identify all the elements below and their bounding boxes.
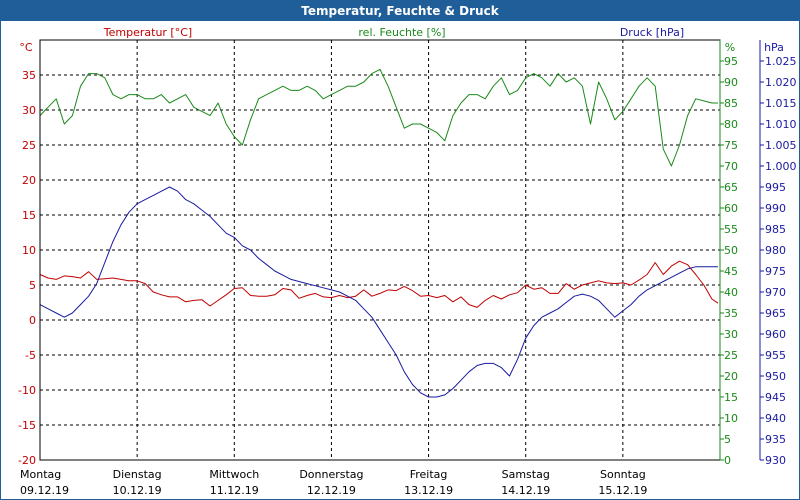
temperature-unit-label: °C xyxy=(19,41,33,54)
pressure-tick-label: 985 xyxy=(765,223,786,236)
pressure-tick-label: 980 xyxy=(765,244,786,257)
temperature-tick-label: -15 xyxy=(18,419,36,432)
x-tick-label-date: 09.12.19 xyxy=(20,484,69,497)
pressure-tick-label: 970 xyxy=(765,286,786,299)
x-tick-label-day: Mittwoch xyxy=(209,468,259,481)
humidity-tick-label: 5 xyxy=(724,433,731,446)
pressure-tick-label: 965 xyxy=(765,307,786,320)
humidity-tick-label: 80 xyxy=(724,118,738,131)
pressure-tick-label: 950 xyxy=(765,370,786,383)
temperature-tick-label: -5 xyxy=(25,349,36,362)
x-tick-label-date: 15.12.19 xyxy=(598,484,647,497)
pressure-tick-label: 945 xyxy=(765,391,786,404)
humidity-axis-title: rel. Feuchte [%] xyxy=(358,26,445,39)
temperature-axis-title: Temperatur [°C] xyxy=(103,26,192,39)
humidity-unit-label: % xyxy=(725,41,735,54)
x-tick-label-day: Donnerstag xyxy=(299,468,363,481)
humidity-tick-label: 30 xyxy=(724,328,738,341)
humidity-tick-label: 20 xyxy=(724,370,738,383)
temperature-tick-label: 35 xyxy=(22,69,36,82)
temperature-tick-label: 30 xyxy=(22,104,36,117)
pressure-line xyxy=(39,186,718,398)
x-tick-label-day: Samstag xyxy=(502,468,550,481)
x-tick-label-day: Sonntag xyxy=(600,468,646,481)
humidity-tick-label: 35 xyxy=(724,307,738,320)
x-tick-label-day: Freitag xyxy=(410,468,448,481)
pressure-tick-label: 940 xyxy=(765,412,786,425)
x-tick-label-date: 11.12.19 xyxy=(210,484,259,497)
temperature-tick-label: 25 xyxy=(22,139,36,152)
pressure-axis-title: Druck [hPa] xyxy=(620,26,684,39)
humidity-tick-label: 0 xyxy=(724,454,731,467)
temperature-tick-label: 0 xyxy=(29,314,36,327)
temperature-tick-label: 20 xyxy=(22,174,36,187)
humidity-tick-label: 75 xyxy=(724,139,738,152)
pressure-tick-label: 1.025 xyxy=(765,55,797,68)
pressure-tick-label: 975 xyxy=(765,265,786,278)
humidity-tick-label: 15 xyxy=(724,391,738,404)
temperature-tick-label: -10 xyxy=(18,384,36,397)
chart-title: Temperatur, Feuchte & Druck xyxy=(1,1,799,21)
temperature-tick-label: -20 xyxy=(18,454,36,467)
temperature-tick-label: 10 xyxy=(22,244,36,257)
humidity-tick-label: 85 xyxy=(724,97,738,110)
grid xyxy=(40,40,720,460)
humidity-tick-label: 50 xyxy=(724,244,738,257)
pressure-tick-label: 1.010 xyxy=(765,118,797,131)
humidity-tick-label: 25 xyxy=(724,349,738,362)
humidity-tick-label: 45 xyxy=(724,265,738,278)
pressure-tick-label: 1.000 xyxy=(765,160,797,173)
x-tick-label-date: 14.12.19 xyxy=(501,484,550,497)
x-tick-label-day: Montag xyxy=(20,468,61,481)
humidity-tick-label: 60 xyxy=(724,202,738,215)
humidity-tick-label: 55 xyxy=(724,223,738,236)
pressure-tick-label: 1.015 xyxy=(765,97,797,110)
x-tick-label-day: Dienstag xyxy=(113,468,162,481)
pressure-tick-label: 995 xyxy=(765,181,786,194)
humidity-tick-label: 70 xyxy=(724,160,738,173)
pressure-tick-label: 960 xyxy=(765,328,786,341)
humidity-line xyxy=(39,68,718,167)
pressure-unit-label: hPa xyxy=(764,41,784,54)
humidity-tick-label: 90 xyxy=(724,76,738,89)
temperature-tick-label: 5 xyxy=(29,279,36,292)
pressure-tick-label: 1.020 xyxy=(765,76,797,89)
pressure-tick-label: 990 xyxy=(765,202,786,215)
series-lines xyxy=(39,68,719,398)
pressure-tick-label: 1.005 xyxy=(765,139,797,152)
axes: 35302520151050-5-10-15-20959085807570656… xyxy=(18,40,797,497)
humidity-tick-label: 65 xyxy=(724,181,738,194)
x-tick-label-date: 12.12.19 xyxy=(307,484,356,497)
x-tick-label-date: 10.12.19 xyxy=(113,484,162,497)
temperature-line xyxy=(39,260,719,308)
humidity-tick-label: 95 xyxy=(724,55,738,68)
temperature-tick-label: 15 xyxy=(22,209,36,222)
pressure-tick-label: 935 xyxy=(765,433,786,446)
pressure-tick-label: 930 xyxy=(765,454,786,467)
x-tick-label-date: 13.12.19 xyxy=(404,484,453,497)
humidity-tick-label: 40 xyxy=(724,286,738,299)
pressure-tick-label: 955 xyxy=(765,349,786,362)
humidity-tick-label: 10 xyxy=(724,412,738,425)
